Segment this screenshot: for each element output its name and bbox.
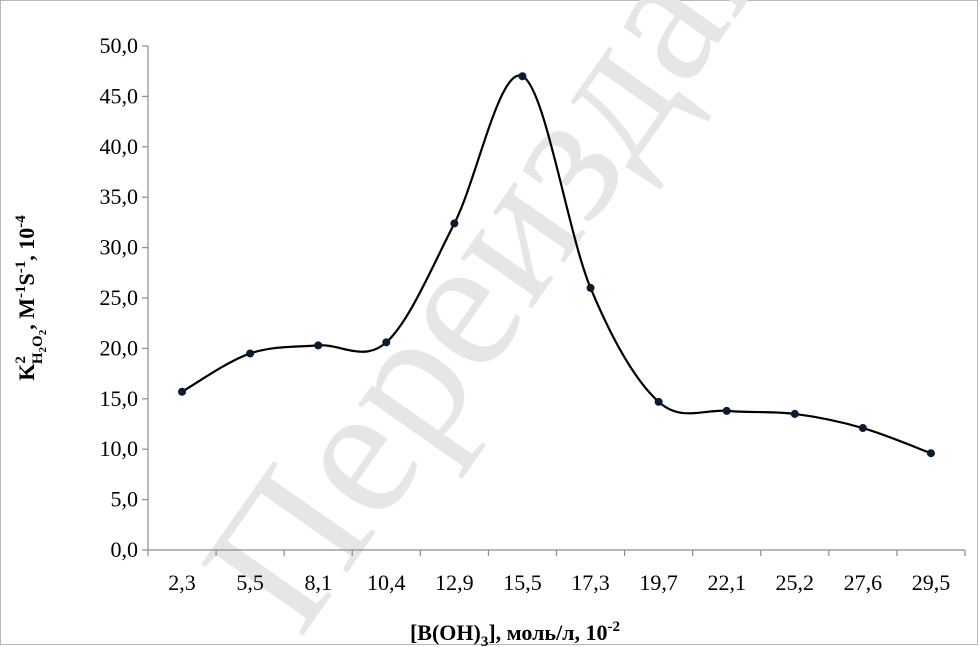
y-tick-labels: 0,0 5,0 10,0 15,0 20,0 25,0 30,0 35,0 40,0 45,0 50… (100, 33, 139, 562)
x-tick-label: 10,4 (367, 570, 406, 595)
x-tick-label: 22,1 (707, 570, 746, 595)
data-point (246, 349, 255, 358)
y-tick-label: 5,0 (111, 487, 139, 512)
data-point (722, 406, 731, 415)
y-tick-label: 20,0 (100, 335, 139, 360)
data-point (382, 338, 391, 347)
x-tick-label: 5,5 (236, 570, 264, 595)
data-point (314, 341, 323, 350)
x-tick-label: 15,5 (503, 570, 542, 595)
x-tick-label: 2,3 (168, 570, 196, 595)
data-points (178, 72, 935, 458)
x-tick-labels: 2,3 5,5 8,1 10,4 12,9 15,5 17,3 19,7 22,1 25,2 27,… (168, 570, 950, 595)
x-axis-title: [B(OH)3], моль/л, 10-2 (410, 619, 620, 647)
y-tick-label: 0,0 (111, 537, 139, 562)
data-point (926, 449, 935, 458)
series-line (181, 74, 932, 455)
x-tick-label: 25,2 (776, 570, 815, 595)
data-point (654, 397, 663, 406)
y-tick-label: 30,0 (100, 235, 139, 260)
data-point (858, 424, 867, 433)
y-tick-label: 45,0 (100, 83, 139, 108)
y-tick-label: 50,0 (100, 33, 139, 58)
x-tick-label: 27,6 (844, 570, 883, 595)
y-tick-label: 10,0 (100, 436, 139, 461)
data-point (790, 409, 799, 418)
data-point (178, 387, 187, 396)
y-tick-label: 15,0 (100, 386, 139, 411)
x-tick-label: 12,9 (435, 570, 474, 595)
y-tick-label: 40,0 (100, 134, 139, 159)
y-axis-title: K2H2O2, M-1S-1, 10-4 (13, 215, 49, 381)
y-tick-label: 25,0 (100, 285, 139, 310)
y-tick-label: 35,0 (100, 184, 139, 209)
x-tick-label: 17,3 (571, 570, 610, 595)
x-tick-label: 29,5 (912, 570, 951, 595)
x-tick-label: 19,7 (639, 570, 678, 595)
data-point (450, 219, 459, 228)
axes (142, 45, 966, 556)
x-tick-label: 8,1 (304, 570, 332, 595)
data-point (518, 72, 527, 81)
data-point (586, 283, 595, 292)
